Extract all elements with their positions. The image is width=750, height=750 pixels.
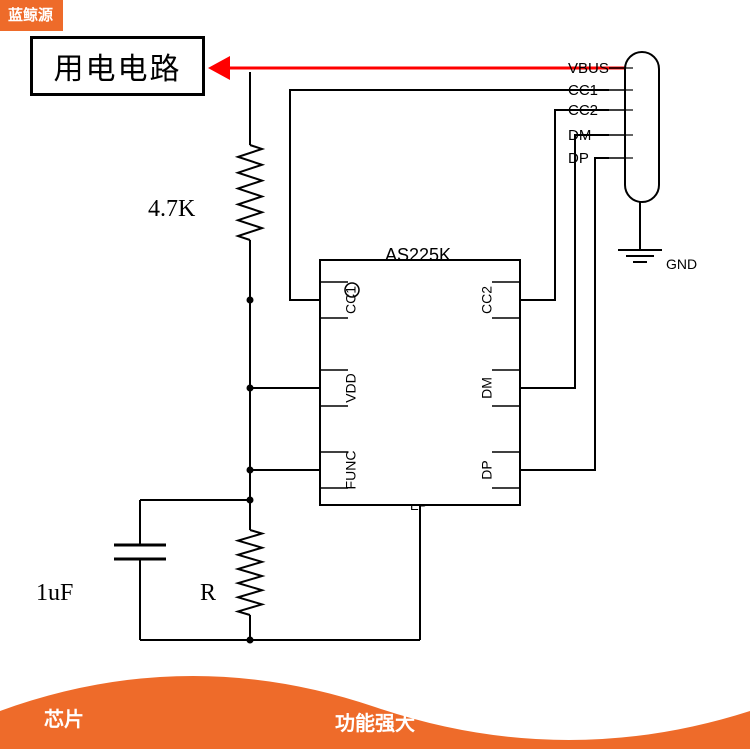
svg-text:DP: DP [479, 460, 495, 479]
footer-center-text: 功能强大 [335, 707, 415, 736]
footer-left-text: 芯片 [44, 703, 84, 732]
svg-text:DP: DP [568, 150, 589, 167]
svg-text:VBUS: VBUS [568, 60, 609, 77]
svg-text:FUNC: FUNC [343, 451, 359, 490]
circuit-diagram-svg: CC1VDDFUNCCC2DMDPVBUSCC1CC2DMDP [0, 0, 750, 750]
svg-text:CC2: CC2 [479, 286, 495, 314]
svg-text:VDD: VDD [343, 373, 359, 403]
svg-text:CC1: CC1 [343, 286, 359, 314]
svg-text:DM: DM [479, 377, 495, 399]
